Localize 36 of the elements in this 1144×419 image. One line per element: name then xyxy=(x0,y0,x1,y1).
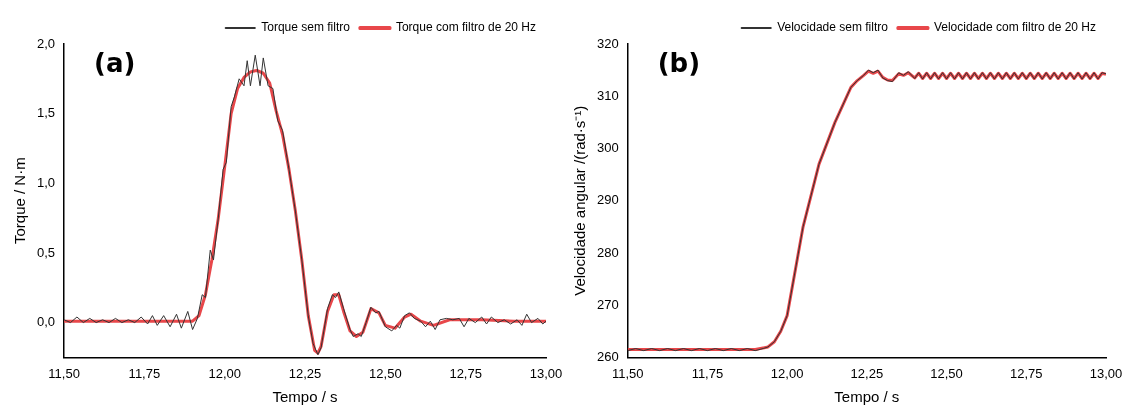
y-tick-label: 2,0 xyxy=(36,35,56,51)
x-tick-label: 11,50 xyxy=(48,365,80,381)
y-tick-label: 270 xyxy=(596,296,619,312)
x-tick-label: 12,25 xyxy=(850,365,884,381)
x-tick-label: 11,50 xyxy=(611,365,644,381)
legend-label: Torque sem filtro xyxy=(261,20,351,35)
y-tick-label: 1,0 xyxy=(36,174,56,190)
x-tick-label: 12,50 xyxy=(369,365,402,381)
y-tick-label: 0,0 xyxy=(36,314,56,330)
x-tick-label: 12,00 xyxy=(208,365,241,381)
y-tick-label: 310 xyxy=(596,87,619,103)
y-tick-label: 0,5 xyxy=(36,244,56,260)
y-tick-label: 290 xyxy=(596,192,619,208)
y-axis-title: Velocidade angular /(rad·s⁻¹) xyxy=(571,105,589,296)
y-tick-label: 320 xyxy=(596,35,619,51)
annotation: (b) xyxy=(657,47,701,78)
x-axis-title: Tempo / s xyxy=(834,388,900,406)
annotation: (a) xyxy=(94,47,136,78)
x-tick-label: 13,00 xyxy=(529,365,563,381)
y-tick-label: 300 xyxy=(596,140,619,156)
x-tick-label: 13,00 xyxy=(1089,365,1123,381)
x-tick-label: 12,75 xyxy=(449,365,482,381)
legend-label: Velocidade com filtro de 20 Hz xyxy=(933,20,1097,35)
legend-label: Torque com filtro de 20 Hz xyxy=(395,20,536,35)
x-tick-label: 12,25 xyxy=(288,365,322,381)
y-tick-label: 280 xyxy=(596,244,619,260)
x-tick-label: 12,50 xyxy=(930,365,963,381)
legend-label: Velocidade sem filtro xyxy=(777,20,889,35)
y-tick-label: 1,5 xyxy=(36,105,56,121)
y-axis-title: Torque / N·m xyxy=(11,157,29,245)
x-tick-label: 11,75 xyxy=(128,365,161,381)
x-tick-label: 12,00 xyxy=(770,365,804,381)
y-tick-label: 260 xyxy=(596,348,619,364)
x-tick-label: 11,75 xyxy=(691,365,724,381)
x-tick-label: 12,75 xyxy=(1010,365,1043,381)
x-axis-title: Tempo / s xyxy=(272,388,338,406)
